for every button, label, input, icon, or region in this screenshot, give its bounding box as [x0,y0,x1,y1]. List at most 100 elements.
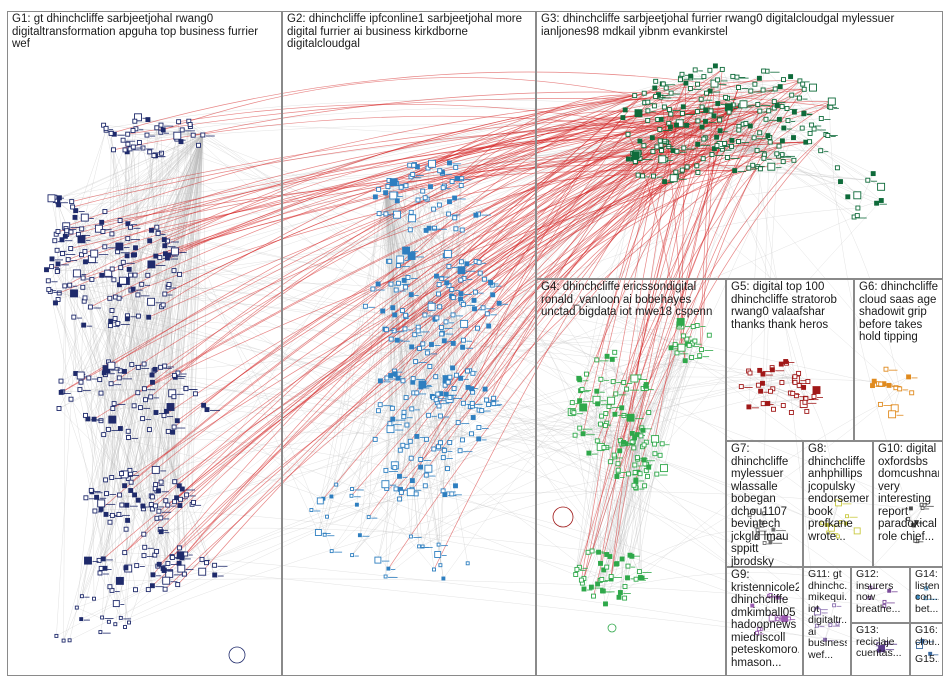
edge [805,142,858,196]
edge [378,340,464,411]
vertex-g8 [838,520,843,525]
edge [150,109,626,398]
vertex-g3 [791,135,796,141]
vertex-g3 [632,159,638,164]
edge [575,379,602,575]
vertex-g5 [792,379,798,385]
vertex-g1 [83,412,88,418]
vertex-g1 [198,567,207,576]
vertex-g4 [629,430,635,436]
vertex-g2 [445,379,451,385]
vertex-g2 [408,292,414,298]
vertex-g1 [117,218,123,223]
vertex-g2 [460,301,466,307]
vertex-g3 [711,146,717,152]
vertex-g4 [622,595,628,601]
vertex-g1 [134,563,140,569]
vertex-g3 [659,148,664,154]
vertex-g7 [762,541,767,545]
vertex-g2 [471,297,477,303]
vertex-g4 [594,388,600,394]
vertex-g1 [124,316,130,322]
vertex-g2 [420,341,426,347]
group-panel-g14: G14: listen con... bet... [910,567,943,623]
vertex-g2 [476,259,482,265]
group-panel-g12: G12: insurers now breathe... [851,567,910,623]
vertex-g2 [389,191,398,200]
edge [118,170,735,299]
group-label-g3: G3: dhinchcliffe sarbjeetjohal furrier r… [541,13,895,38]
vertex-g3 [652,85,658,91]
edge [610,79,681,580]
edge [912,524,916,541]
group-label-g5: G5: digital top 100 dhinchcliffe strator… [731,281,837,331]
edge [473,170,735,301]
vertex-g7 [751,508,756,513]
edge [81,134,203,255]
vertex-g3 [699,124,705,130]
vertex-g2 [370,286,376,292]
vertex-g4 [630,374,639,383]
vertex-g3 [715,101,721,106]
vertex-g1 [109,512,115,518]
vertex-g5 [746,404,752,410]
edge [161,153,319,533]
vertex-g4 [571,410,577,416]
vertex-g4 [657,452,663,458]
edge [484,105,741,390]
vertex-g1 [55,261,61,267]
vertex-g1 [129,362,135,368]
vertex-g1 [175,582,181,588]
edge [422,111,698,385]
vertex-g2 [407,252,416,260]
vertex-g1 [158,479,164,485]
vertex-g3 [640,173,646,179]
edge [385,192,391,424]
edge [824,625,831,640]
vertex-g1 [201,402,207,408]
edge [119,578,885,607]
edge [437,230,463,395]
edge [59,147,684,294]
vertex-g2 [453,164,459,170]
vertex-g6 [909,390,915,396]
edge [114,403,657,475]
vertex-g1 [177,503,183,508]
vertex-g3 [834,165,840,171]
edge [93,111,730,420]
vertex-g3 [761,155,767,161]
edge [443,161,636,458]
vertex-g1 [142,544,148,550]
vertex-g3 [662,138,668,144]
vertex-g4 [589,548,595,554]
vertex-g4 [626,413,635,422]
edge [351,228,457,496]
edge [51,266,130,623]
vertex-g3 [700,156,706,162]
vertex-g3 [634,109,643,118]
vertex-g1 [148,394,154,400]
vertex-g10 [920,505,925,510]
group-panel-g9: G9: kristennicole2 dhinchcliffe dmkimbal… [726,567,803,676]
vertex-g1 [158,122,164,128]
edge [452,88,805,369]
vertex-g1 [127,224,133,230]
vertex-g1 [130,128,136,133]
vertex-g2 [411,162,417,168]
vertex-g1 [98,390,104,396]
vertex-g12 [882,599,887,604]
vertex-g4 [636,569,642,575]
vertex-g1 [179,555,185,561]
vertex-g1 [70,204,76,210]
vertex-g2 [486,402,492,407]
edge [62,134,203,254]
vertex-g12 [868,585,873,590]
edge [385,192,439,295]
vertex-g2 [427,302,436,311]
vertex-g14 [923,596,928,601]
edge [148,134,203,318]
vertex-g4 [645,473,650,479]
vertex-g5 [811,394,817,399]
vertex-g3 [767,162,776,171]
vertex-g2 [372,436,378,442]
